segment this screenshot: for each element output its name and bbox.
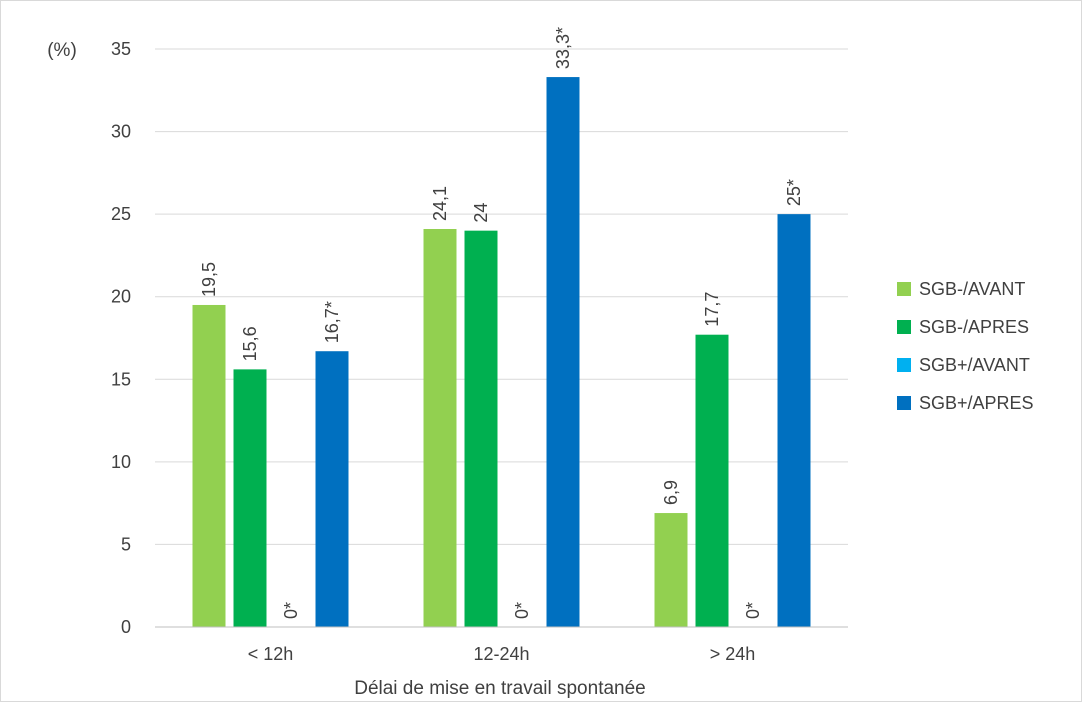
legend-swatch xyxy=(897,320,911,334)
data-label: 19,5 xyxy=(199,262,219,297)
y-tick-label: 30 xyxy=(111,122,131,142)
bar xyxy=(192,304,226,627)
y-tick-label: 5 xyxy=(121,534,131,554)
x-tick-labels: < 12h 12-24h > 24h xyxy=(248,644,756,664)
y-tick-label: 15 xyxy=(111,369,131,389)
bar xyxy=(546,77,580,628)
legend-swatch xyxy=(897,358,911,372)
data-label: 0* xyxy=(743,602,763,619)
y-axis-label: (%) xyxy=(47,40,77,61)
x-tick-label: > 24h xyxy=(710,644,756,664)
bar xyxy=(654,513,688,627)
bar xyxy=(315,351,349,627)
data-label: 6,9 xyxy=(661,480,681,505)
data-label: 24 xyxy=(471,203,491,223)
legend-swatch xyxy=(897,282,911,296)
data-label: 0* xyxy=(281,602,301,619)
bar xyxy=(233,369,267,627)
bar xyxy=(777,214,811,627)
bars xyxy=(192,77,811,628)
data-label: 17,7 xyxy=(702,292,722,327)
bar xyxy=(464,230,498,627)
y-tick-label: 20 xyxy=(111,287,131,307)
legend-label: SGB-/APRES xyxy=(919,317,1029,337)
x-axis-label: Délai de mise en travail spontanée xyxy=(354,678,646,699)
y-tick-label: 35 xyxy=(111,39,131,59)
legend: SGB-/AVANT SGB-/APRES SGB+/AVANT SGB+/APRES xyxy=(897,279,1034,413)
y-tick-label: 25 xyxy=(111,204,131,224)
data-label: 15,6 xyxy=(240,326,260,361)
gridlines xyxy=(155,48,848,545)
data-label: 0* xyxy=(512,602,532,619)
legend-label: SGB+/AVANT xyxy=(919,355,1030,375)
legend-label: SGB-/AVANT xyxy=(919,279,1025,299)
bar xyxy=(423,229,457,627)
y-tick-label: 10 xyxy=(111,452,131,472)
data-label: 25* xyxy=(784,179,804,206)
legend-label: SGB+/APRES xyxy=(919,393,1034,413)
data-label: 16,7* xyxy=(322,301,342,343)
y-tick-label: 0 xyxy=(121,617,131,637)
data-labels: 19,5 15,6 0* 16,7* 24,1 24 0* 33,3* 6,9 17,7 0* 25* xyxy=(199,27,804,619)
data-label: 33,3* xyxy=(553,27,573,69)
data-label: 24,1 xyxy=(430,186,450,221)
y-tick-labels: 0 5 10 15 20 25 30 35 xyxy=(111,39,131,637)
x-tick-label: < 12h xyxy=(248,644,294,664)
bar xyxy=(695,334,729,627)
legend-swatch xyxy=(897,396,911,410)
x-tick-label: 12-24h xyxy=(473,644,529,664)
